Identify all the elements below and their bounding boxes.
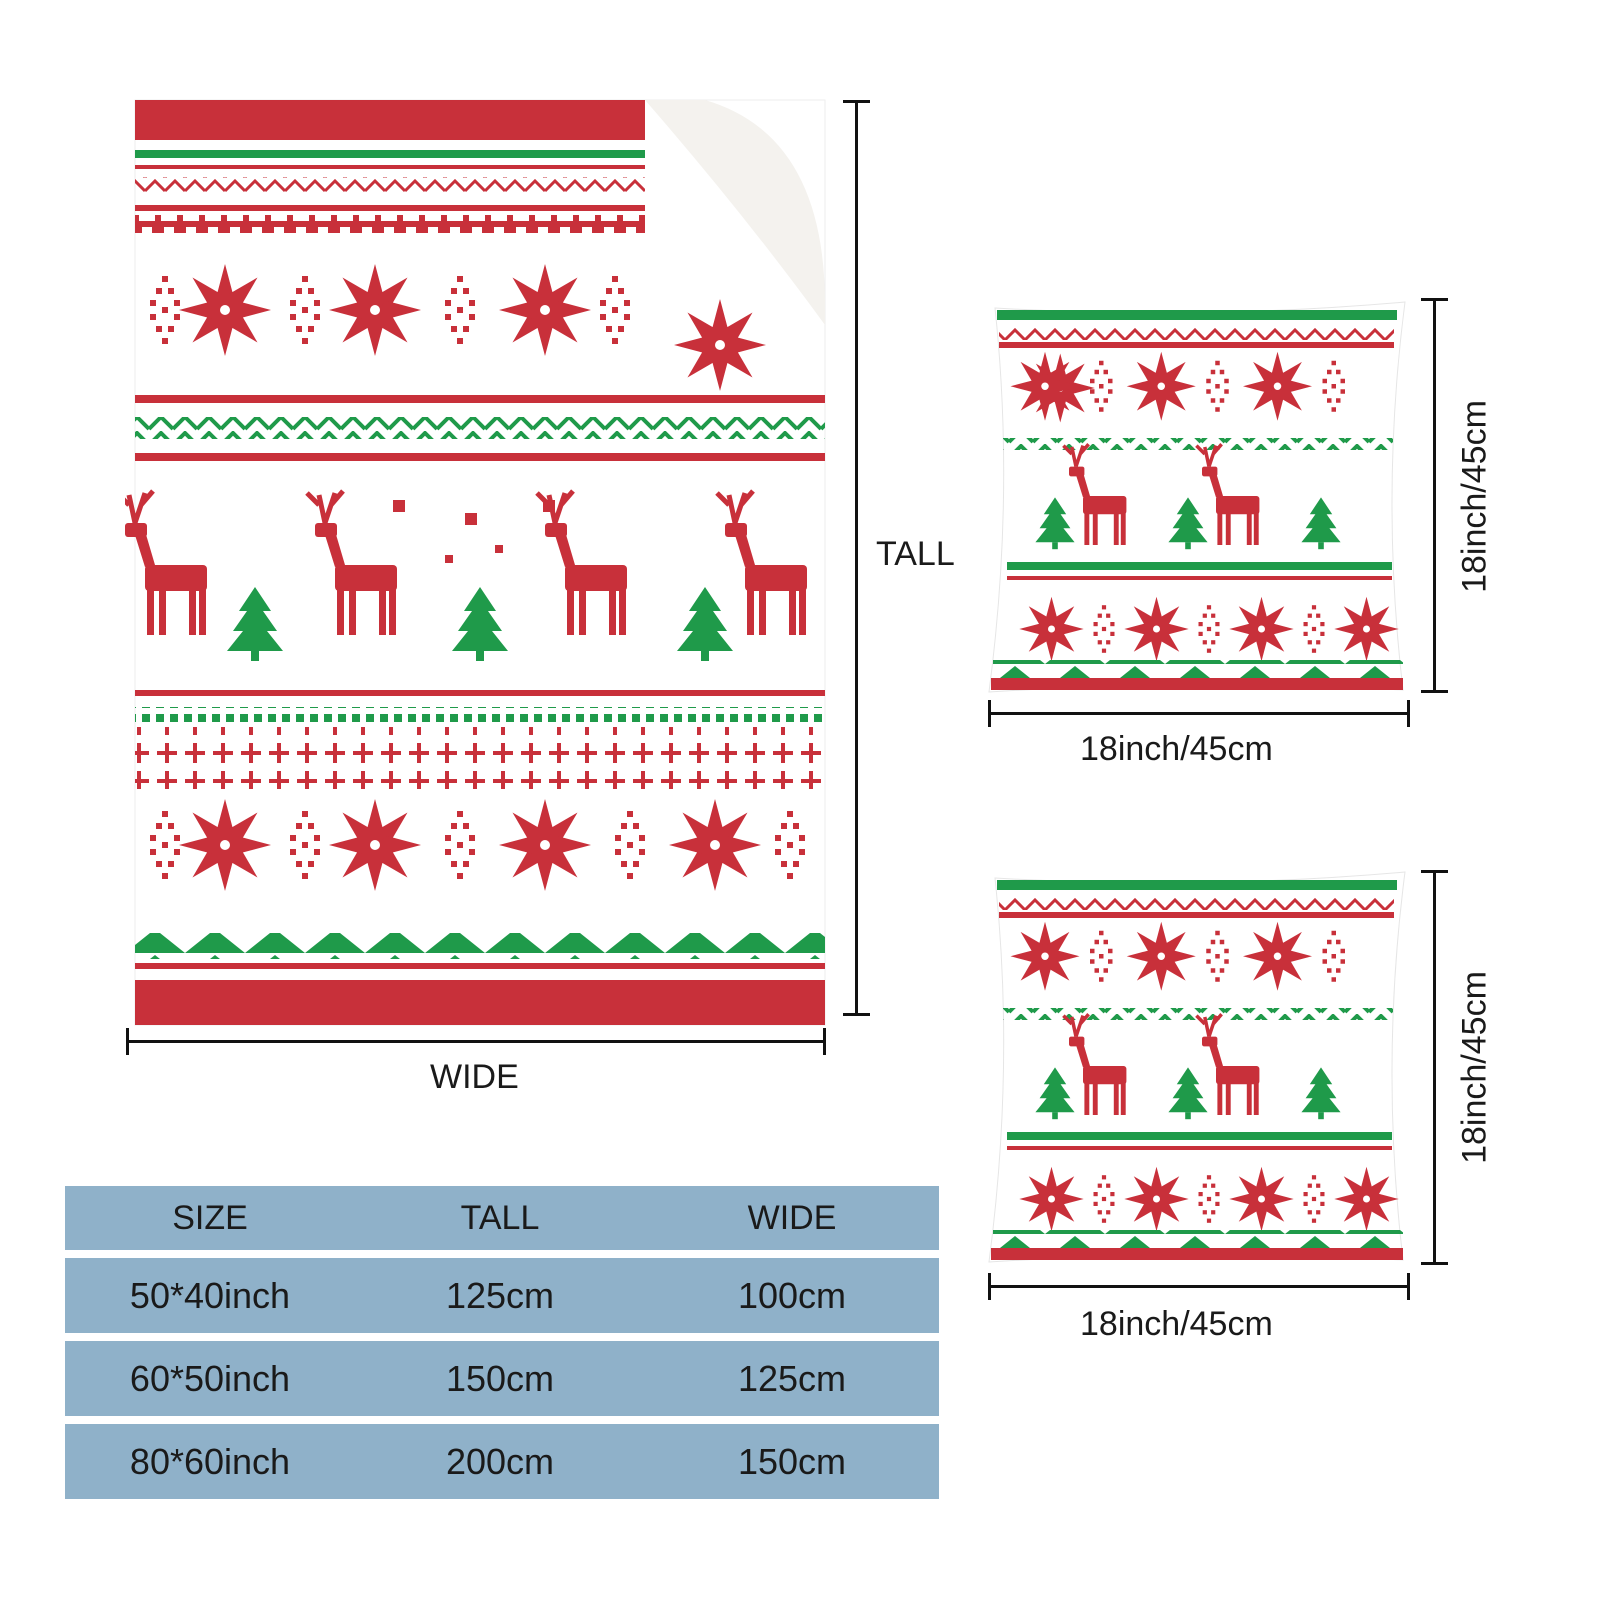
pillow-bottom-width-line — [988, 1285, 1410, 1288]
blanket-width-cap-right — [823, 1028, 826, 1055]
blanket-height-cap-bottom — [843, 1013, 870, 1016]
pillow-top-width-label: 18inch/45cm — [1080, 730, 1273, 768]
pillow-bottom-height-cap-top — [1421, 870, 1448, 873]
size-table-header-wide: WIDE — [645, 1186, 939, 1250]
blanket-tall-label: TALL — [876, 535, 955, 573]
blanket-image — [125, 99, 826, 1026]
blanket-width-line — [126, 1040, 826, 1043]
pillow-bottom-height-label: 18inch/45cm — [1455, 971, 1494, 1164]
size-table-cell: 80*60inch — [65, 1424, 355, 1499]
pillow-top-width-cap-right — [1407, 700, 1410, 727]
blanket-height-line — [855, 100, 858, 1015]
size-table-cell: 200cm — [355, 1424, 645, 1499]
pillow-top-height-label: 18inch/45cm — [1455, 400, 1494, 593]
size-table-header-tall: TALL — [355, 1186, 645, 1250]
size-table-header-row: SIZE TALL WIDE — [65, 1186, 939, 1250]
size-table-cell: 150cm — [645, 1424, 939, 1499]
pillow-bottom-image — [988, 871, 1406, 1263]
pillow-bottom-height-line — [1433, 870, 1436, 1265]
pillow-top-width-line — [988, 712, 1410, 715]
pillow-bottom-width-cap-right — [1407, 1273, 1410, 1300]
blanket-width-cap-left — [126, 1028, 129, 1055]
size-table-cell: 125cm — [645, 1341, 939, 1416]
size-table-container: SIZE TALL WIDE 50*40inch 125cm 100cm 60*… — [65, 1178, 939, 1507]
table-row: 50*40inch 125cm 100cm — [65, 1258, 939, 1333]
pillow-top-image — [988, 301, 1406, 693]
pillow-bottom-width-label: 18inch/45cm — [1080, 1305, 1273, 1343]
pillow-bottom-height-cap-bottom — [1421, 1262, 1448, 1265]
size-table: SIZE TALL WIDE 50*40inch 125cm 100cm 60*… — [65, 1178, 939, 1507]
pillow-top-width-cap-left — [988, 700, 991, 727]
pillow-top-height-cap-top — [1421, 298, 1448, 301]
table-row: 60*50inch 150cm 125cm — [65, 1341, 939, 1416]
size-table-cell: 60*50inch — [65, 1341, 355, 1416]
size-table-cell: 150cm — [355, 1341, 645, 1416]
table-row: 80*60inch 200cm 150cm — [65, 1424, 939, 1499]
blanket-height-cap-top — [843, 100, 870, 103]
blanket-wide-label: WIDE — [430, 1058, 519, 1096]
size-table-cell: 125cm — [355, 1258, 645, 1333]
pillow-top-height-line — [1433, 298, 1436, 693]
size-table-cell: 100cm — [645, 1258, 939, 1333]
pillow-top-height-cap-bottom — [1421, 690, 1448, 693]
pillow-bottom-width-cap-left — [988, 1273, 991, 1300]
size-table-header-size: SIZE — [65, 1186, 355, 1250]
size-table-cell: 50*40inch — [65, 1258, 355, 1333]
